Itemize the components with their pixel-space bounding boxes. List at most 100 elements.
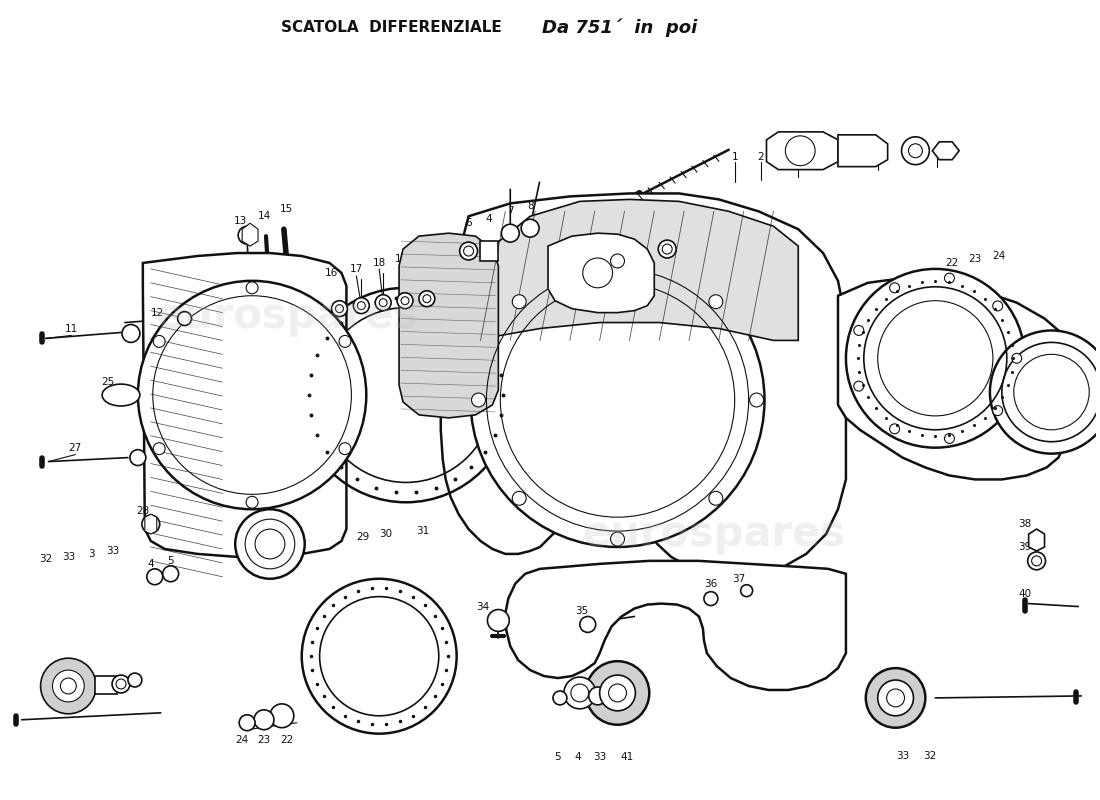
- Text: 10: 10: [638, 224, 651, 234]
- Circle shape: [749, 393, 763, 407]
- Circle shape: [128, 673, 142, 687]
- Circle shape: [658, 240, 676, 258]
- Text: 32: 32: [923, 750, 936, 761]
- Circle shape: [588, 687, 606, 705]
- Circle shape: [153, 442, 165, 454]
- Polygon shape: [242, 223, 258, 246]
- Ellipse shape: [102, 384, 140, 406]
- Circle shape: [854, 326, 864, 335]
- Circle shape: [992, 301, 1003, 311]
- Circle shape: [990, 330, 1100, 454]
- Text: 1: 1: [732, 152, 738, 162]
- Text: 33: 33: [62, 552, 75, 562]
- Text: 26: 26: [168, 442, 182, 453]
- Text: 32: 32: [39, 554, 52, 564]
- Text: 25: 25: [101, 377, 114, 387]
- Circle shape: [502, 224, 519, 242]
- Text: 22: 22: [946, 258, 959, 268]
- Text: 22: 22: [280, 734, 294, 745]
- Circle shape: [580, 617, 596, 632]
- Circle shape: [564, 677, 596, 709]
- Circle shape: [397, 293, 412, 309]
- Circle shape: [246, 496, 258, 508]
- Circle shape: [239, 714, 255, 730]
- Circle shape: [460, 242, 477, 260]
- Text: 23: 23: [257, 734, 271, 745]
- Circle shape: [375, 294, 392, 310]
- Circle shape: [513, 294, 526, 309]
- Text: 27: 27: [68, 442, 81, 453]
- Circle shape: [138, 281, 366, 510]
- Text: 13: 13: [233, 216, 246, 226]
- Text: 12: 12: [151, 308, 164, 318]
- Circle shape: [235, 510, 305, 578]
- Polygon shape: [767, 132, 838, 170]
- Circle shape: [945, 273, 955, 283]
- Circle shape: [585, 661, 649, 725]
- Text: 4: 4: [147, 559, 154, 569]
- Circle shape: [239, 226, 256, 244]
- Circle shape: [53, 670, 85, 702]
- Text: Da 751´  in  poi: Da 751´ in poi: [542, 18, 697, 37]
- Circle shape: [246, 282, 258, 294]
- Circle shape: [708, 294, 723, 309]
- Text: 4: 4: [574, 753, 581, 762]
- Circle shape: [846, 269, 1025, 448]
- Circle shape: [112, 675, 130, 693]
- Polygon shape: [838, 279, 1065, 479]
- Text: 37: 37: [733, 574, 746, 584]
- Circle shape: [130, 450, 146, 466]
- Circle shape: [1027, 552, 1045, 570]
- Circle shape: [854, 381, 864, 391]
- Text: 15: 15: [280, 204, 294, 214]
- Circle shape: [122, 325, 140, 342]
- Polygon shape: [505, 561, 846, 690]
- Text: 33: 33: [593, 753, 606, 762]
- Text: 6: 6: [465, 218, 472, 228]
- Text: 24: 24: [992, 251, 1005, 261]
- Polygon shape: [933, 142, 959, 160]
- Circle shape: [704, 592, 718, 606]
- Text: 30: 30: [379, 529, 393, 539]
- Text: 4: 4: [485, 214, 492, 224]
- Text: 36: 36: [704, 578, 717, 589]
- Text: 23: 23: [968, 254, 981, 264]
- Circle shape: [163, 566, 178, 582]
- Circle shape: [331, 301, 348, 317]
- Text: 41: 41: [620, 753, 634, 762]
- Circle shape: [419, 290, 435, 306]
- Text: 21: 21: [595, 241, 608, 251]
- Circle shape: [472, 393, 485, 407]
- Text: 5: 5: [167, 556, 174, 566]
- Circle shape: [890, 424, 900, 434]
- Text: 31: 31: [416, 526, 429, 536]
- Polygon shape: [548, 233, 654, 313]
- Circle shape: [740, 585, 752, 597]
- Text: 28: 28: [136, 506, 150, 516]
- Text: 12: 12: [553, 244, 566, 254]
- Circle shape: [487, 610, 509, 631]
- Circle shape: [992, 406, 1003, 415]
- Text: 9: 9: [664, 218, 671, 228]
- Circle shape: [521, 219, 539, 237]
- Polygon shape: [143, 253, 346, 557]
- Circle shape: [254, 710, 274, 730]
- Circle shape: [708, 491, 723, 506]
- Circle shape: [270, 704, 294, 728]
- Text: 39: 39: [1019, 542, 1032, 552]
- Circle shape: [878, 680, 913, 716]
- Circle shape: [610, 532, 625, 546]
- Circle shape: [339, 335, 351, 347]
- Text: eurospares: eurospares: [155, 294, 418, 337]
- Text: 35: 35: [575, 606, 589, 615]
- Circle shape: [177, 312, 191, 326]
- Circle shape: [353, 298, 370, 314]
- Circle shape: [1012, 354, 1022, 363]
- Polygon shape: [441, 194, 846, 577]
- Text: 24: 24: [235, 734, 249, 745]
- Polygon shape: [469, 199, 799, 341]
- Polygon shape: [1028, 529, 1045, 551]
- Text: 33: 33: [895, 750, 910, 761]
- Text: 38: 38: [1019, 519, 1032, 529]
- Text: 5: 5: [554, 753, 561, 762]
